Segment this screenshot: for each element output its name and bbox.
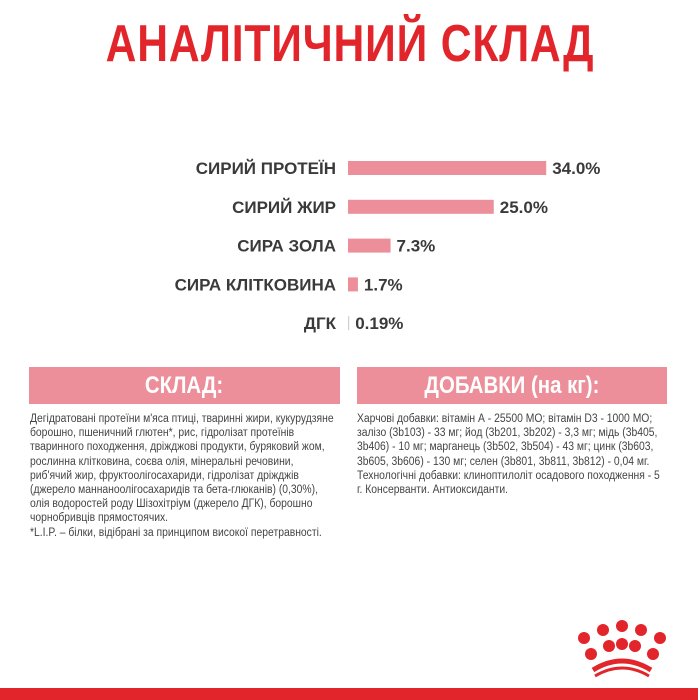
crown-logo-icon <box>578 620 666 678</box>
bar <box>348 277 358 292</box>
category-label: СИРИЙ ПРОТЕЇН <box>196 159 336 178</box>
bottom-brand-bar <box>0 688 698 700</box>
page-title: АНАЛІТИЧНИЙ СКЛАД <box>105 15 595 73</box>
bar <box>348 199 494 214</box>
composition-header: СКЛАД: <box>29 367 340 404</box>
bar <box>348 238 391 253</box>
additives-header: ДОБАВКИ (на кг): <box>357 367 667 404</box>
composition-text-block: Дегідратовані протеїни м'яса птиці, твар… <box>30 412 335 540</box>
bar <box>348 161 547 175</box>
composition-text: Дегідратовані протеїни м'яса птиці, твар… <box>30 413 334 525</box>
data-label: 0.19% <box>355 314 403 333</box>
data-label: 25.0% <box>500 198 548 217</box>
data-label: 7.3% <box>397 237 436 256</box>
data-label: 34.0% <box>552 159 600 178</box>
category-label: СИРА КЛІТКОВИНА <box>175 275 336 294</box>
category-label: СИРА ЗОЛА <box>237 237 336 256</box>
additives-text-block: Харчові добавки: вітамін А - 25500 МО; в… <box>357 412 662 497</box>
additives-text: Харчові добавки: вітамін А - 25500 МО; в… <box>357 413 660 497</box>
analysis-bar-chart: СИРИЙ ПРОТЕЇН 34.0% СИРИЙ ЖИР 25.0% СИРА ЗОЛ… <box>175 159 601 333</box>
composition-footnote: *L.I.P. – білки, відібрані за принципом … <box>30 526 322 539</box>
category-label: ДГК <box>304 314 337 333</box>
data-label: 1.7% <box>364 275 403 294</box>
category-label: СИРИЙ ЖИР <box>232 198 336 217</box>
bar <box>348 316 350 331</box>
